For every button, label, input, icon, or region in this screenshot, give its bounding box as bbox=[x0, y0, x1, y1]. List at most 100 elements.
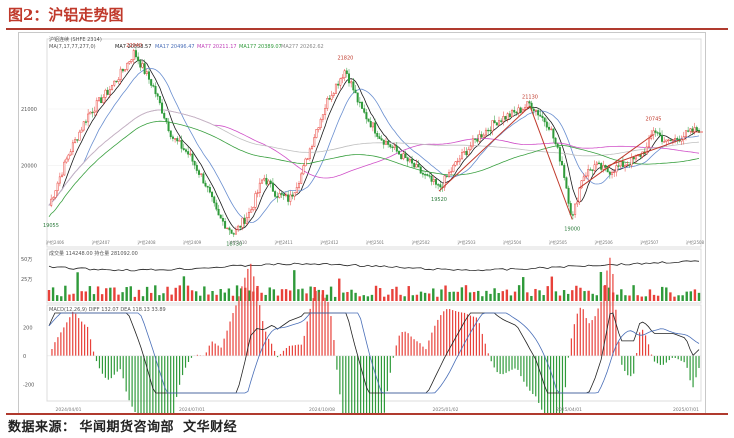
volume-bar bbox=[648, 289, 652, 301]
contract-label: 沪铝2407 bbox=[92, 239, 111, 245]
volume-bar bbox=[477, 290, 480, 301]
candle-body bbox=[165, 117, 168, 123]
volume-bar bbox=[350, 289, 353, 301]
candle-body bbox=[237, 225, 240, 230]
volume-bar bbox=[96, 286, 100, 301]
candle-body bbox=[263, 177, 266, 181]
volume-bar bbox=[624, 295, 627, 301]
volume-bar bbox=[620, 289, 623, 301]
candle-body bbox=[537, 110, 540, 116]
candle-body bbox=[530, 102, 533, 110]
date-label: 2024/10/08 bbox=[309, 407, 335, 413]
candle-body bbox=[63, 161, 66, 176]
candle-body bbox=[152, 85, 155, 87]
volume-panel-frame bbox=[46, 248, 702, 304]
volume-bar bbox=[383, 296, 386, 301]
source-name-1: 华闻期货咨询部 bbox=[79, 420, 175, 435]
candle-body bbox=[130, 59, 133, 62]
volume-bar bbox=[84, 291, 87, 301]
candle-body bbox=[269, 180, 272, 184]
volume-bar bbox=[178, 285, 182, 301]
candle-body bbox=[56, 182, 59, 191]
candle-body bbox=[663, 141, 666, 143]
candle-body bbox=[254, 193, 257, 208]
candle-body bbox=[274, 191, 277, 197]
ma17-label: MA17 20496.47 bbox=[155, 44, 195, 50]
candle-body bbox=[76, 139, 79, 141]
date-label: 2024/04/01 bbox=[56, 407, 82, 413]
candle-body bbox=[532, 108, 535, 112]
volume-bar bbox=[530, 295, 533, 301]
candle-body bbox=[156, 93, 159, 97]
volume-bar bbox=[497, 293, 500, 301]
annotation-19520: 19520 bbox=[431, 197, 447, 203]
candle-body bbox=[78, 131, 81, 141]
candle-body bbox=[161, 102, 164, 114]
candle-body bbox=[567, 187, 570, 204]
contract-label: 沪铝2410 bbox=[229, 239, 248, 245]
candle-body bbox=[695, 127, 698, 131]
candle-body bbox=[543, 117, 546, 123]
candle-body bbox=[519, 107, 522, 113]
volume-bar bbox=[526, 292, 529, 301]
candle-body bbox=[95, 100, 98, 112]
candle-body bbox=[126, 62, 129, 70]
candle-body bbox=[391, 146, 394, 149]
candle-body bbox=[239, 225, 242, 228]
candle-body bbox=[174, 138, 177, 140]
candle-body bbox=[580, 180, 583, 189]
diff-line bbox=[48, 312, 700, 394]
annotation-22040: 22040 bbox=[126, 43, 142, 49]
candle-body bbox=[113, 80, 116, 86]
candle-body bbox=[250, 209, 253, 213]
candle-body bbox=[687, 130, 690, 132]
candle-body bbox=[491, 120, 494, 132]
candle-body bbox=[682, 136, 685, 140]
volume-bar bbox=[68, 294, 71, 301]
candle-body bbox=[489, 129, 492, 132]
candle-body bbox=[541, 115, 544, 118]
volume-bar bbox=[47, 290, 51, 301]
candle-body bbox=[432, 179, 435, 182]
candle-body bbox=[176, 138, 179, 142]
volume-bar bbox=[162, 293, 165, 301]
candle-body bbox=[461, 152, 464, 160]
candle-body bbox=[291, 194, 294, 197]
candle-body bbox=[417, 164, 420, 168]
volume-bar bbox=[51, 287, 55, 301]
candle-body bbox=[454, 161, 457, 166]
candle-body bbox=[458, 158, 461, 162]
candle-body bbox=[289, 194, 292, 202]
candle-body bbox=[311, 146, 314, 150]
candle-body bbox=[515, 111, 518, 114]
candle-body bbox=[450, 171, 453, 173]
macd-header: MACD(12,26,9) DIFF 132.07 DEA 118.13 33.… bbox=[49, 307, 166, 313]
candle-body bbox=[87, 113, 90, 123]
volume-bar bbox=[419, 291, 423, 301]
volume-bar bbox=[542, 295, 545, 301]
candle-body bbox=[226, 227, 229, 230]
candle-body bbox=[182, 148, 185, 150]
volume-bar bbox=[354, 292, 357, 301]
dea-line bbox=[48, 312, 700, 394]
contract-label: 沪铝2411 bbox=[274, 239, 293, 245]
candle-body bbox=[430, 175, 433, 182]
candle-body bbox=[558, 147, 561, 162]
candle-body bbox=[115, 80, 118, 83]
candle-body bbox=[82, 121, 85, 131]
volume-bar bbox=[64, 285, 67, 301]
volume-bar bbox=[133, 296, 137, 301]
candle-body bbox=[284, 194, 287, 196]
candle-body bbox=[84, 121, 87, 123]
candle-body bbox=[345, 70, 348, 74]
candle-body bbox=[124, 69, 127, 72]
candle-body bbox=[252, 207, 255, 211]
candle-body bbox=[134, 50, 137, 58]
contract-label: 沪铝2501 bbox=[366, 239, 385, 245]
volume-bar bbox=[166, 286, 169, 301]
volume-bar bbox=[174, 287, 177, 301]
candle-body bbox=[604, 165, 607, 168]
volume-bar bbox=[325, 294, 329, 301]
volume-bar bbox=[276, 295, 280, 301]
contract-label: 沪铝2408 bbox=[137, 239, 156, 245]
